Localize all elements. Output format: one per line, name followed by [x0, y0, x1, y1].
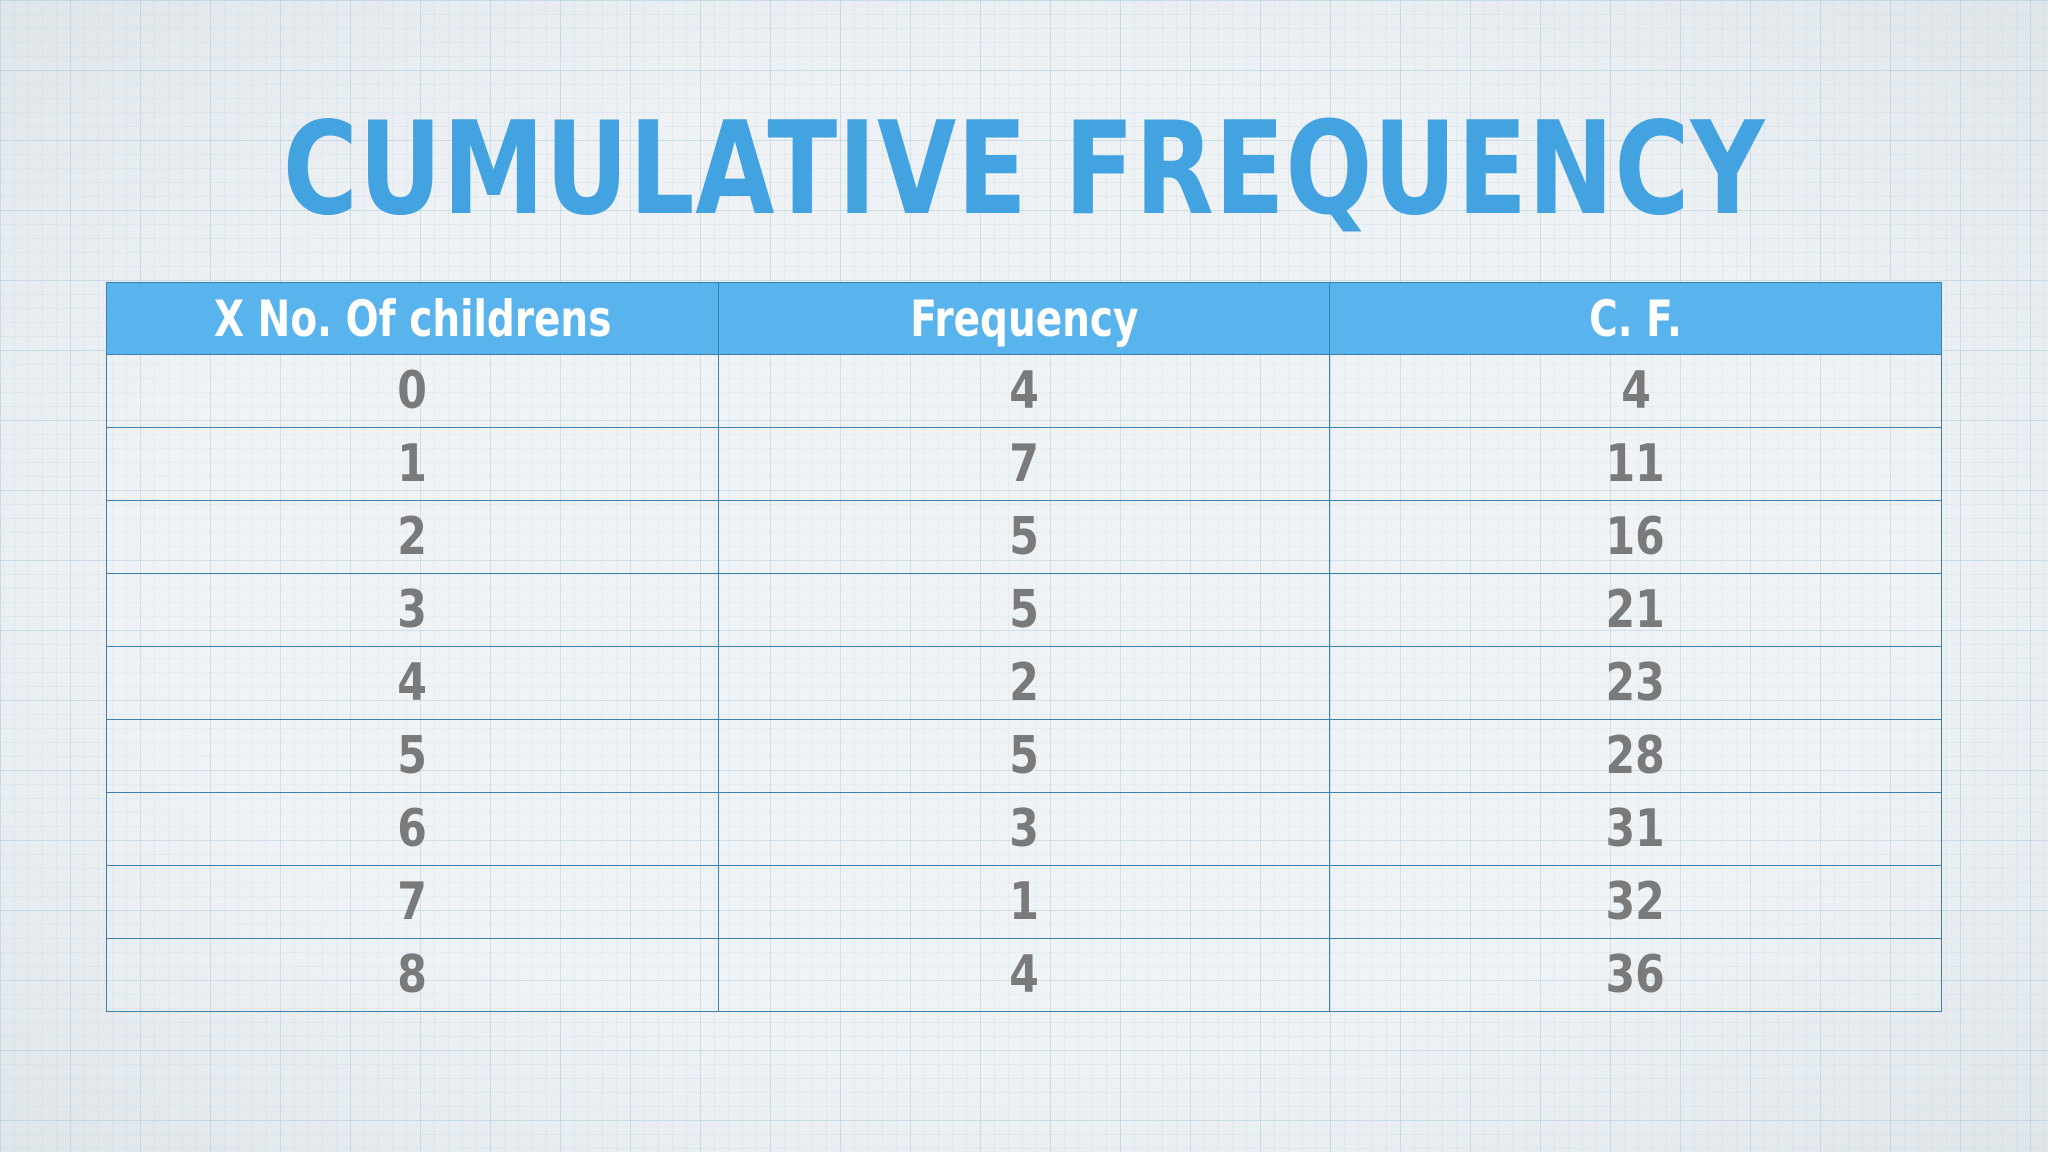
- table-row: 8 4 36: [106, 938, 1942, 1012]
- cell-x: 2: [106, 500, 719, 574]
- cell-cf: 4: [1329, 354, 1942, 428]
- cell-frequency: 5: [717, 573, 1331, 647]
- cell-frequency: 5: [717, 500, 1331, 574]
- cell-x: 4: [106, 646, 719, 720]
- cell-cf: 16: [1329, 500, 1942, 574]
- cell-cf: 36: [1329, 938, 1942, 1012]
- cell-cf: 11: [1329, 427, 1942, 501]
- table-row: 1 7 11: [106, 427, 1942, 501]
- cell-frequency: 1: [717, 865, 1331, 939]
- cell-frequency: 5: [717, 719, 1331, 793]
- cell-cf: 23: [1329, 646, 1942, 720]
- table-row: 5 5 28: [106, 719, 1942, 793]
- cell-frequency: 4: [717, 354, 1331, 428]
- cell-x: 3: [106, 573, 719, 647]
- cell-x: 0: [106, 354, 719, 428]
- cell-x: 7: [106, 865, 719, 939]
- table-row: 3 5 21: [106, 573, 1942, 647]
- table-row: 7 1 32: [106, 865, 1942, 939]
- cell-frequency: 4: [717, 938, 1331, 1012]
- cell-frequency: 2: [717, 646, 1331, 720]
- table-row: 6 3 31: [106, 792, 1942, 866]
- slide-title: CUMULATIVE FREQUENCY: [282, 95, 1766, 244]
- cell-cf: 28: [1329, 719, 1942, 793]
- table-row: 2 5 16: [106, 500, 1942, 574]
- cumulative-frequency-table: X No. Of childrens Frequency C. F. 0 4 4…: [106, 282, 1942, 1012]
- header-frequency: Frequency: [717, 282, 1331, 355]
- table-row: 0 4 4: [106, 354, 1942, 428]
- table-row: 4 2 23: [106, 646, 1942, 720]
- cell-x: 5: [106, 719, 719, 793]
- header-cf: C. F.: [1329, 282, 1942, 355]
- cell-x: 6: [106, 792, 719, 866]
- cell-x: 8: [106, 938, 719, 1012]
- cell-frequency: 7: [717, 427, 1331, 501]
- cell-cf: 32: [1329, 865, 1942, 939]
- cell-x: 1: [106, 427, 719, 501]
- cell-frequency: 3: [717, 792, 1331, 866]
- header-x-children: X No. Of childrens: [106, 282, 719, 355]
- cell-cf: 21: [1329, 573, 1942, 647]
- cell-cf: 31: [1329, 792, 1942, 866]
- table-header-row: X No. Of childrens Frequency C. F.: [106, 282, 1942, 355]
